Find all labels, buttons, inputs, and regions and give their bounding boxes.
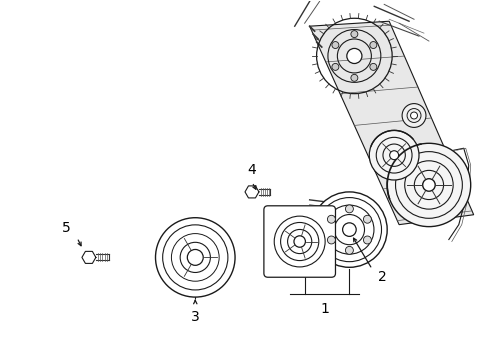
Circle shape <box>350 75 357 81</box>
Circle shape <box>369 41 376 49</box>
Circle shape <box>389 151 398 159</box>
Circle shape <box>346 49 361 63</box>
Text: 2: 2 <box>377 270 386 284</box>
Circle shape <box>342 223 355 237</box>
Circle shape <box>345 246 353 254</box>
Circle shape <box>422 179 434 191</box>
Text: 3: 3 <box>190 310 199 324</box>
Circle shape <box>410 112 417 119</box>
FancyBboxPatch shape <box>264 206 335 277</box>
Circle shape <box>350 31 357 37</box>
Circle shape <box>386 143 470 227</box>
Circle shape <box>331 41 338 49</box>
Circle shape <box>369 63 376 70</box>
Circle shape <box>345 205 353 213</box>
Circle shape <box>155 218 235 297</box>
Text: 1: 1 <box>320 302 328 316</box>
Text: 5: 5 <box>61 221 70 235</box>
Circle shape <box>401 104 425 127</box>
Circle shape <box>363 236 370 244</box>
Circle shape <box>274 216 325 267</box>
Circle shape <box>363 215 370 223</box>
Polygon shape <box>309 21 473 225</box>
Circle shape <box>311 192 386 267</box>
Circle shape <box>331 63 338 70</box>
Text: 4: 4 <box>247 163 256 177</box>
Circle shape <box>327 236 335 244</box>
Circle shape <box>327 215 335 223</box>
Circle shape <box>368 130 418 180</box>
Circle shape <box>293 236 305 247</box>
Circle shape <box>187 249 203 265</box>
